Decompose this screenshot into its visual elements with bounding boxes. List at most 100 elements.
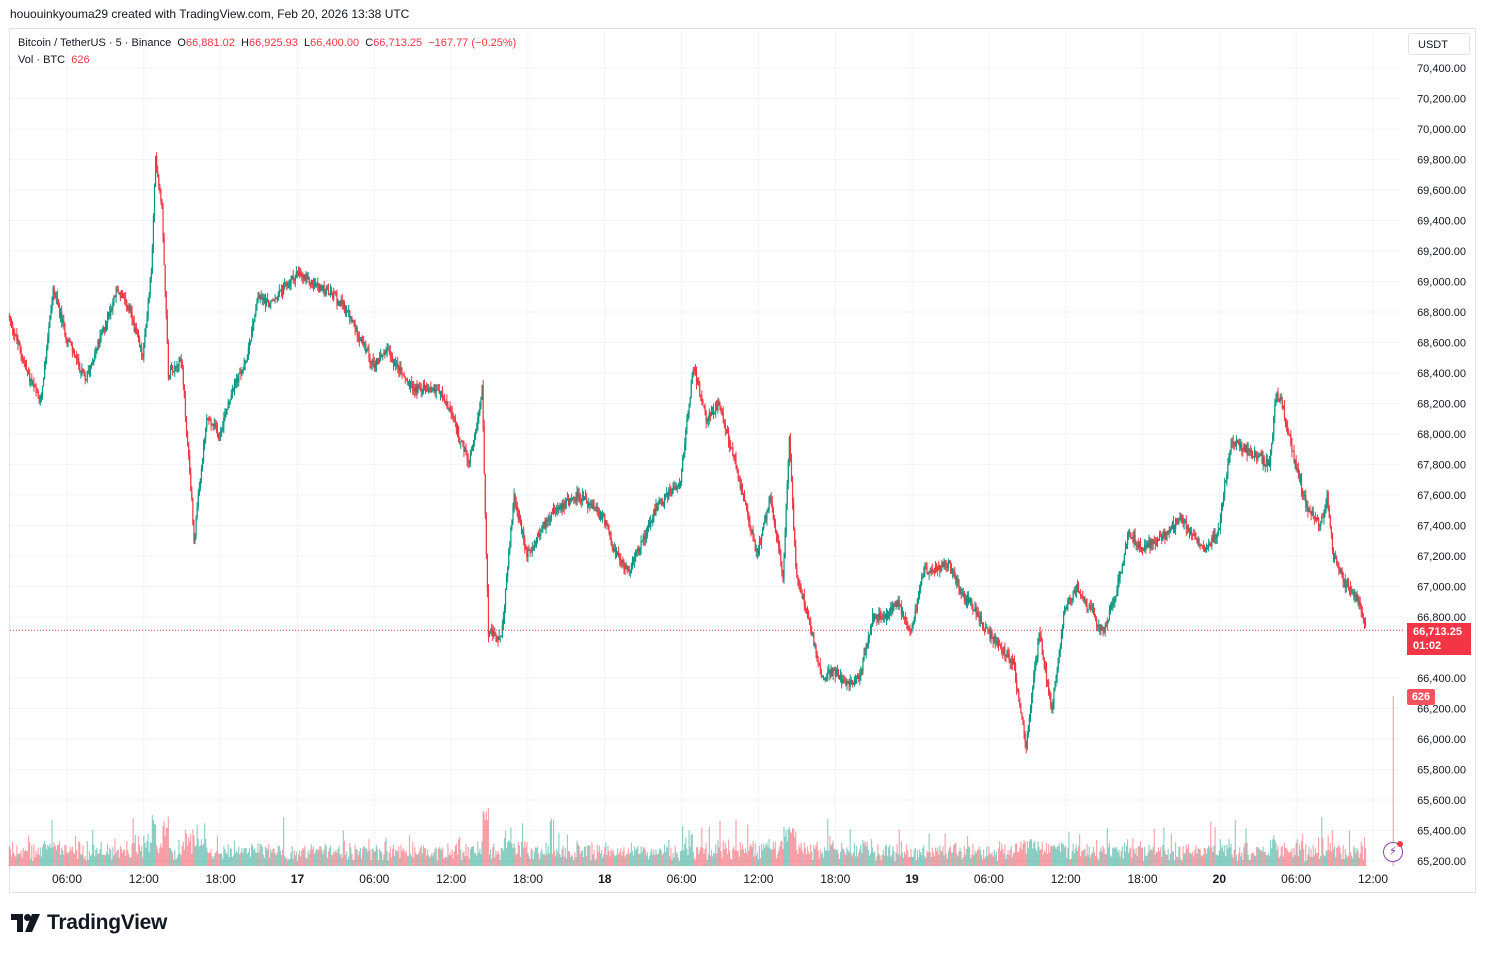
volume-bar <box>303 849 305 866</box>
candle-body <box>461 440 463 442</box>
candle-body <box>181 361 183 368</box>
candle-body <box>1209 543 1211 545</box>
volume-bar <box>754 843 756 866</box>
volume-bar <box>182 841 184 866</box>
volume-bar <box>641 851 643 866</box>
candle-body <box>83 373 85 375</box>
volume-bar <box>621 855 623 866</box>
candle-body <box>148 293 150 303</box>
candle-body <box>1116 590 1118 597</box>
candle-body <box>535 537 538 543</box>
volume-bar <box>1027 848 1029 866</box>
symbol-label[interactable]: Bitcoin / TetherUS · 5 · Binance <box>18 37 172 49</box>
volume-bar <box>1061 843 1064 866</box>
volume-bar <box>1153 828 1155 866</box>
candle-body <box>567 498 570 505</box>
volume-bar <box>1084 848 1086 866</box>
volume-bar <box>914 848 916 866</box>
candle-body <box>670 492 672 495</box>
volume-bar <box>736 850 738 866</box>
volume-bar <box>578 846 580 866</box>
candle-body <box>176 366 178 368</box>
candle-body <box>337 302 339 304</box>
candle-body <box>917 597 920 599</box>
candle-body <box>962 592 964 594</box>
volume-bar <box>558 832 560 866</box>
volume-bar <box>1228 839 1230 866</box>
candle-body <box>329 289 332 296</box>
volume-bar <box>1149 850 1151 866</box>
volume-bar <box>413 857 415 866</box>
candle-body <box>236 377 238 384</box>
candle-body <box>971 599 973 606</box>
candle-body <box>437 389 439 391</box>
volume-bar <box>1199 848 1201 866</box>
candle-body <box>727 429 730 441</box>
chart-panel[interactable] <box>9 28 1476 893</box>
volume-bar <box>1342 845 1344 866</box>
candle-body <box>403 375 405 378</box>
volume-bar <box>1115 848 1117 866</box>
candle-body <box>972 605 974 611</box>
candle-body <box>68 339 70 342</box>
volume-bar <box>705 843 707 866</box>
candle-body <box>101 332 103 334</box>
tradingview-logo[interactable]: TradingView <box>11 911 167 935</box>
volume-bar <box>752 841 754 866</box>
volume-bar <box>1120 850 1122 866</box>
candle-body <box>1020 706 1022 714</box>
candle-body <box>1225 480 1227 484</box>
volume-bar <box>799 847 801 866</box>
volume-bar <box>1140 848 1143 866</box>
volume-bar <box>1257 847 1259 866</box>
candle-body <box>245 361 247 363</box>
candle-body <box>1333 556 1336 560</box>
candle-body <box>544 521 546 528</box>
volume-bar <box>918 849 921 866</box>
volume-bar <box>1083 849 1085 866</box>
volume-bar <box>913 849 915 866</box>
candle-body <box>693 369 695 371</box>
lightning-icon[interactable]: ⚡ <box>1383 842 1403 862</box>
volume-bar <box>701 827 703 866</box>
volume-bar <box>1205 853 1208 866</box>
candle-body <box>518 516 521 520</box>
candle-body <box>327 289 330 294</box>
candle-body <box>1102 626 1104 632</box>
volume-bar <box>787 829 789 866</box>
candle-body <box>1345 585 1347 588</box>
volume-bar <box>1093 852 1096 866</box>
candle-body <box>774 524 777 533</box>
volume-bar <box>1307 854 1309 866</box>
currency-selector[interactable]: USDT <box>1408 33 1470 55</box>
candle-body <box>621 560 623 564</box>
candle-body <box>1247 449 1249 456</box>
volume-bar <box>603 854 605 866</box>
volume-bar <box>1295 843 1297 866</box>
volume-bar <box>166 828 168 866</box>
volume-bar <box>50 848 52 866</box>
volume-bar <box>1248 859 1250 866</box>
volume-bar <box>1102 845 1104 866</box>
price-tick-label: 70,200.00 <box>1417 94 1466 106</box>
candle-body <box>716 403 718 410</box>
volume-bar <box>427 849 429 866</box>
candle-body <box>1145 544 1147 548</box>
volume-bar <box>180 855 182 866</box>
volume-bar <box>1216 854 1218 866</box>
volume-bar <box>117 850 119 866</box>
volume-bar <box>1269 839 1272 866</box>
volume-bar <box>729 850 731 866</box>
candle-body <box>527 549 529 557</box>
volume-bar <box>807 851 810 866</box>
volume-bar <box>1319 858 1321 866</box>
volume-bar <box>1360 841 1362 866</box>
volume-bar <box>1176 856 1178 866</box>
candle-body <box>993 635 995 643</box>
volume-bar <box>732 848 734 866</box>
volume-bar <box>1075 844 1077 866</box>
volume-label[interactable]: Vol · BTC <box>18 54 66 66</box>
candle-body <box>940 565 942 568</box>
candle-body <box>672 487 674 494</box>
